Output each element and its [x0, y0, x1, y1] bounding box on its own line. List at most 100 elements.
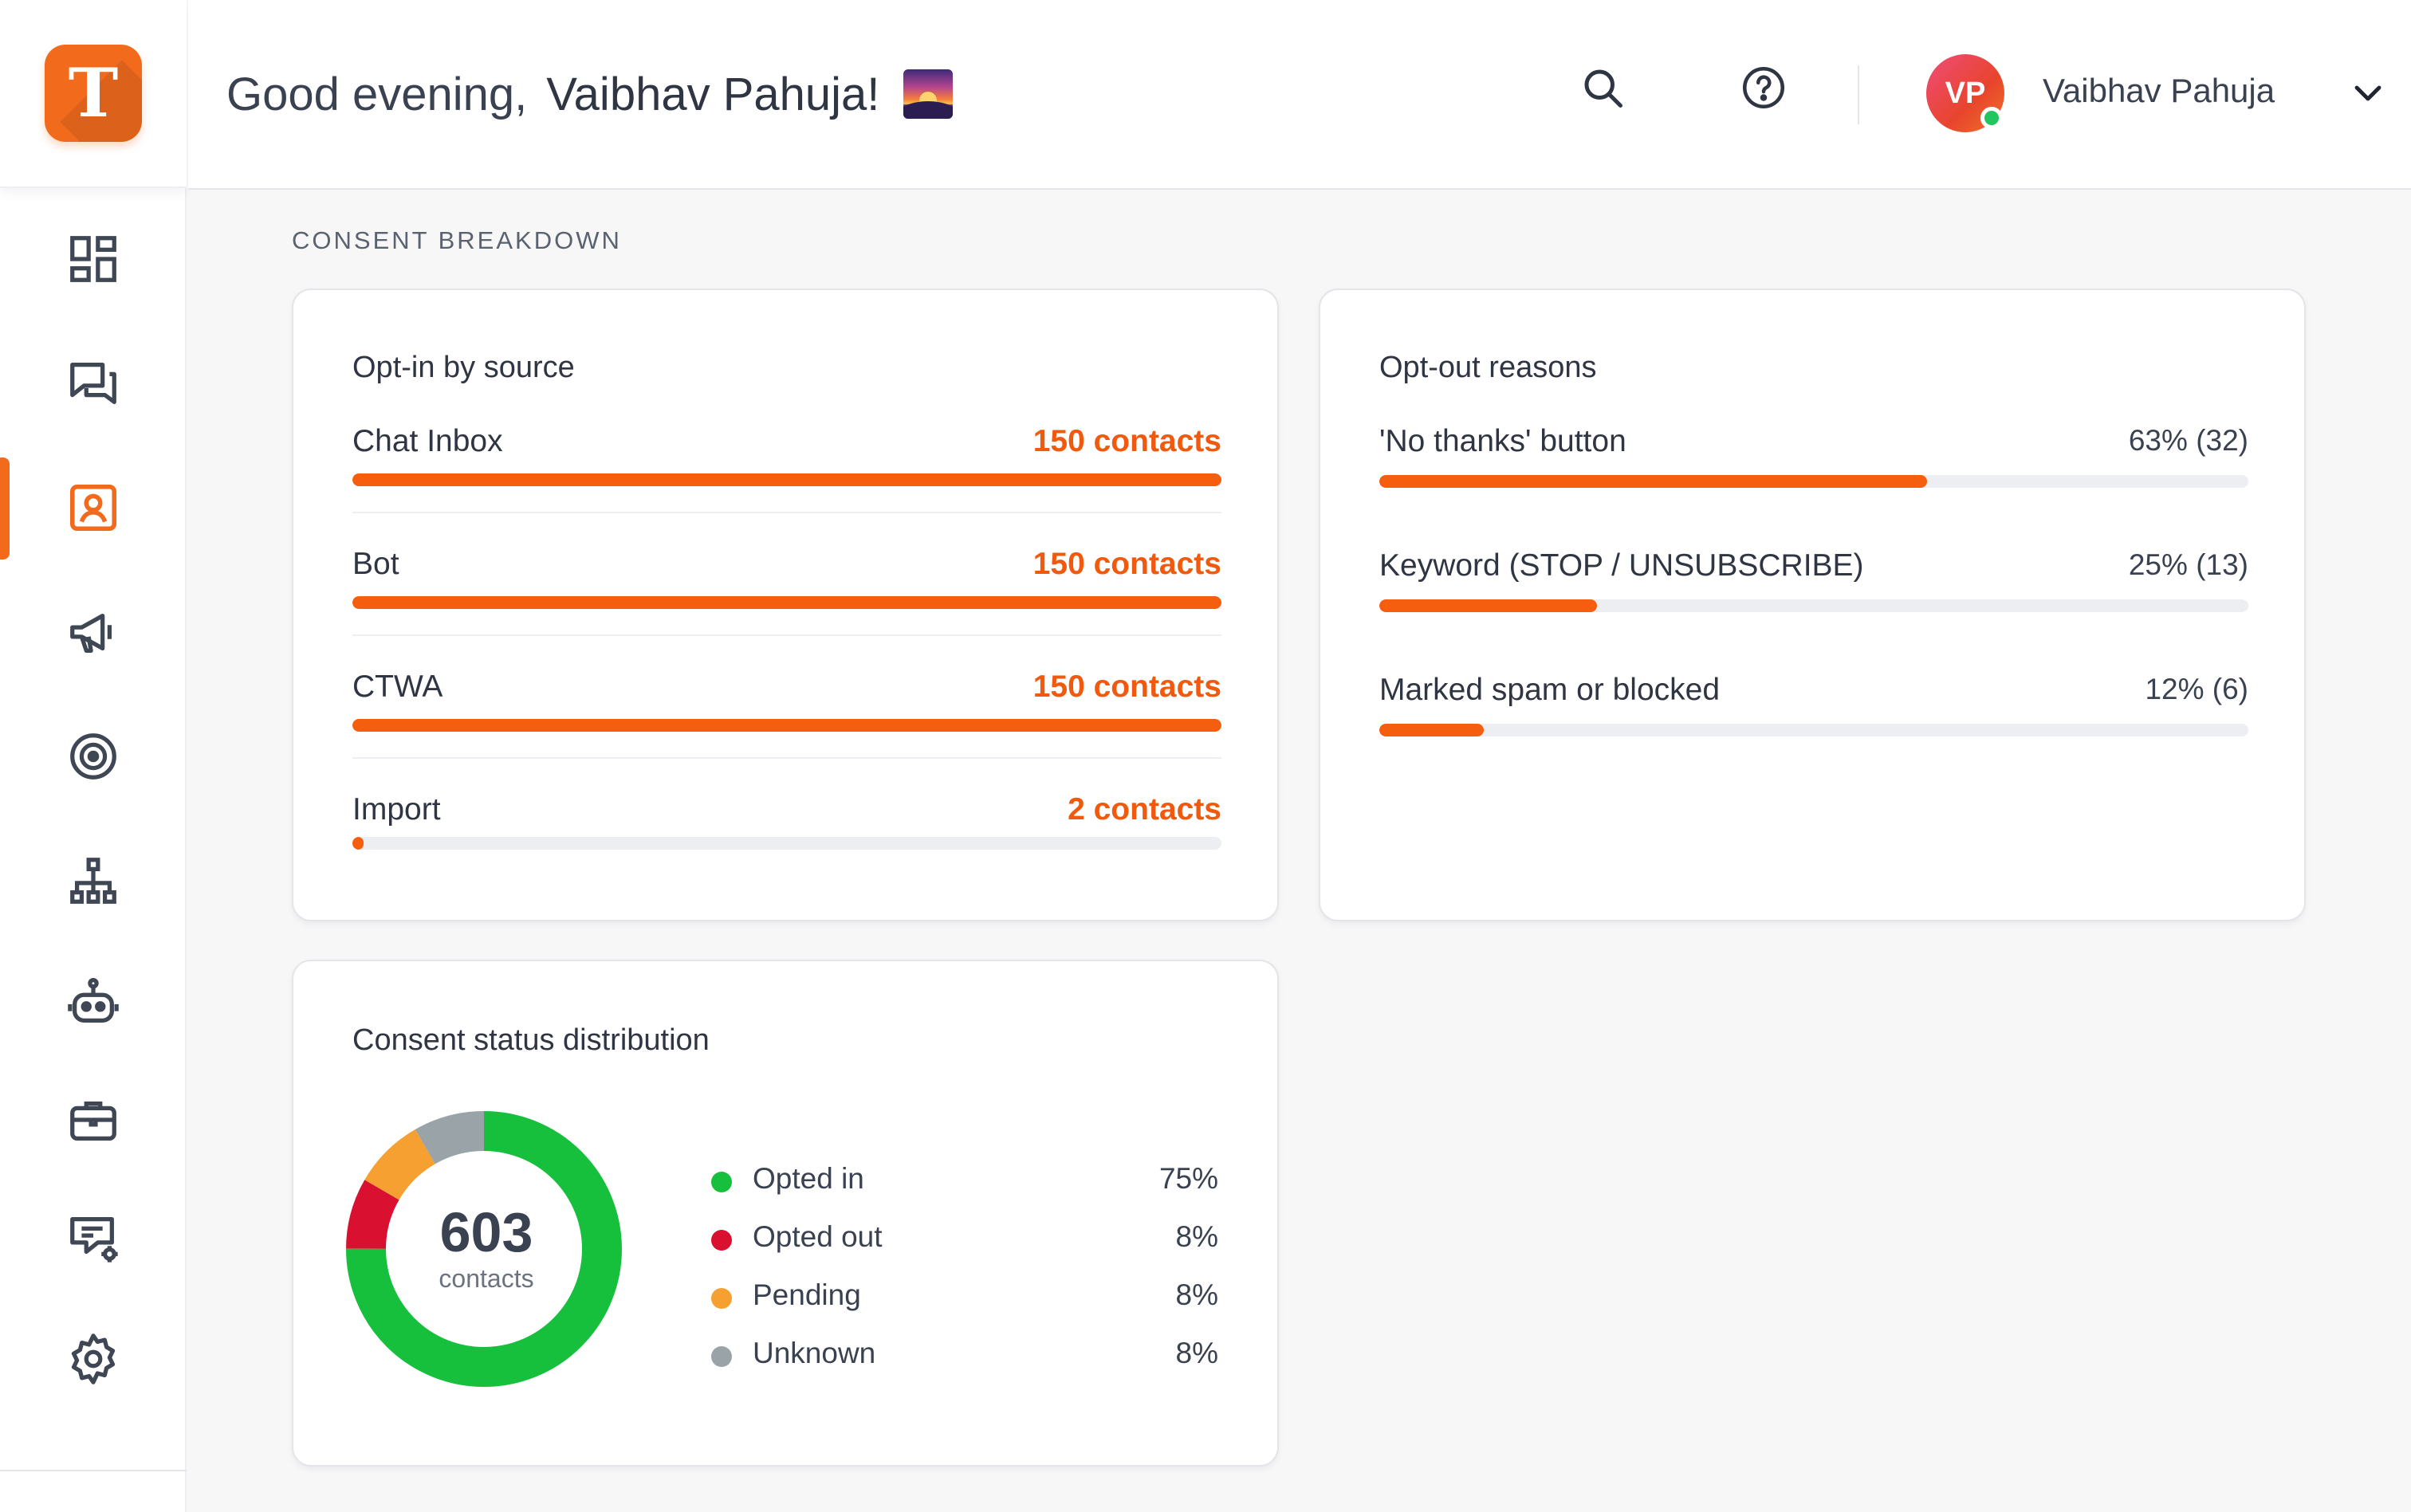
message-settings-icon: [70, 1217, 118, 1263]
card-title: Opt-in by source: [352, 351, 575, 384]
header-divider: [1858, 65, 1859, 124]
user-menu-name[interactable]: Vaibhav Pahuja: [2043, 72, 2275, 109]
donut-chart: [346, 1111, 622, 1387]
list-item: CTWA 150 contacts: [352, 670, 1221, 792]
sidebar-item-contacts[interactable]: [0, 456, 187, 560]
progress-track: [1379, 599, 2248, 612]
help-icon[interactable]: [1740, 64, 1788, 112]
card-title: Consent status distribution: [352, 1023, 710, 1057]
top-header: Good evening, Vaibhav Pahuja! VP Vaibhav…: [188, 0, 2411, 190]
progress-fill: [352, 473, 1221, 486]
chevron-down-icon[interactable]: [2349, 78, 2387, 110]
source-label: Bot: [352, 547, 399, 581]
sunset-emoji-icon: [903, 69, 954, 119]
app-logo[interactable]: T: [45, 45, 142, 142]
source-label: Chat Inbox: [352, 424, 503, 458]
legend-dot: [711, 1230, 732, 1251]
reason-value: 63% (32): [2128, 424, 2248, 457]
briefcase-icon: [70, 1101, 116, 1141]
legend-label: Unknown: [753, 1337, 876, 1369]
sidebar-item-templates[interactable]: [0, 1186, 187, 1290]
legend-dot: [711, 1288, 732, 1309]
progress-fill: [1379, 475, 1927, 488]
consent-distribution-card: Consent status distribution 603 contacts…: [292, 960, 1279, 1467]
reason-label: 'No thanks' button: [1379, 424, 1626, 458]
sidebar: T: [0, 0, 187, 1512]
logo-letter: T: [68, 53, 119, 132]
legend-label: Opted in: [753, 1162, 864, 1195]
legend-dot: [711, 1346, 732, 1367]
legend-item: Unknown 8%: [711, 1337, 1218, 1377]
donut-total-label: contacts: [439, 1264, 534, 1293]
legend-dot: [711, 1172, 732, 1192]
sidebar-divider: [0, 1470, 187, 1471]
dashboard-icon: [70, 236, 116, 282]
sidebar-item-dashboard[interactable]: [0, 207, 187, 311]
legend-value: 8%: [1175, 1278, 1218, 1311]
reason-value: 12% (6): [2145, 673, 2248, 705]
legend-item: Opted out 8%: [711, 1220, 1218, 1260]
sidebar-item-goals[interactable]: [0, 705, 187, 808]
target-icon: [70, 733, 116, 780]
source-value: 150 contacts: [1032, 424, 1221, 458]
contacts-icon: [69, 484, 117, 532]
progress-fill: [1379, 724, 1484, 736]
progress-track: [352, 596, 1221, 609]
megaphone-icon: [70, 613, 112, 653]
sidebar-item-bots[interactable]: [0, 950, 187, 1054]
logo-area: T: [0, 0, 187, 188]
gear-icon: [71, 1333, 116, 1384]
list-item: Marked spam or blocked 12% (6): [1379, 673, 2248, 795]
source-label: CTWA: [352, 670, 443, 704]
online-status-dot: [1980, 107, 2003, 129]
source-value: 150 contacts: [1032, 670, 1221, 704]
section-title: CONSENT BREAKDOWN: [292, 226, 622, 254]
optout-reasons-card: Opt-out reasons 'No thanks' button 63% (…: [1319, 289, 2306, 921]
reason-label: Marked spam or blocked: [1379, 673, 1721, 707]
progress-track: [352, 837, 1221, 850]
list-item: Keyword (STOP / UNSUBSCRIBE) 25% (13): [1379, 548, 2248, 671]
list-item: Import 2 contacts: [352, 792, 1221, 915]
progress-track: [352, 473, 1221, 486]
legend-label: Opted out: [753, 1220, 883, 1253]
donut-total: 603: [439, 1201, 533, 1263]
row-divider: [352, 757, 1221, 759]
legend-label: Pending: [753, 1278, 861, 1311]
bot-icon: [68, 977, 119, 1023]
list-item: Bot 150 contacts: [352, 547, 1221, 670]
legend-item: Opted in 75%: [711, 1162, 1218, 1202]
reason-label: Keyword (STOP / UNSUBSCRIBE): [1379, 548, 1864, 583]
source-value: 150 contacts: [1032, 547, 1221, 581]
progress-fill: [352, 719, 1221, 732]
sidebar-item-flows[interactable]: [0, 829, 187, 933]
row-divider: [352, 512, 1221, 513]
list-item: Chat Inbox 150 contacts: [352, 424, 1221, 547]
row-divider: [352, 634, 1221, 636]
search-icon[interactable]: [1579, 64, 1626, 112]
sidebar-item-settings[interactable]: [0, 1307, 187, 1411]
card-title: Opt-out reasons: [1379, 351, 1597, 384]
reason-value: 25% (13): [2128, 548, 2248, 581]
greeting: Good evening, Vaibhav Pahuja!: [226, 64, 954, 124]
source-value: 2 contacts: [1068, 792, 1221, 827]
active-nav-indicator: [0, 458, 10, 560]
legend-value: 8%: [1175, 1220, 1218, 1253]
greeting-user-name: Vaibhav Pahuja!: [546, 68, 880, 120]
legend-value: 75%: [1158, 1162, 1218, 1195]
chat-icon: [70, 363, 116, 404]
progress-fill: [352, 837, 364, 850]
progress-track: [1379, 724, 2248, 736]
donut-slice-unknown: [346, 1111, 622, 1387]
sidebar-item-commerce[interactable]: [0, 1068, 187, 1172]
greeting-text: Good evening,: [226, 68, 528, 120]
legend-value: 8%: [1175, 1337, 1218, 1369]
progress-fill: [352, 596, 1221, 609]
list-item: 'No thanks' button 63% (32): [1379, 424, 2248, 547]
source-label: Import: [352, 792, 441, 827]
progress-track: [352, 719, 1221, 732]
hierarchy-icon: [70, 858, 116, 904]
legend-item: Pending 8%: [711, 1278, 1218, 1318]
sidebar-item-chat[interactable]: [0, 332, 187, 435]
progress-fill: [1379, 599, 1597, 612]
sidebar-item-campaigns[interactable]: [0, 580, 187, 684]
